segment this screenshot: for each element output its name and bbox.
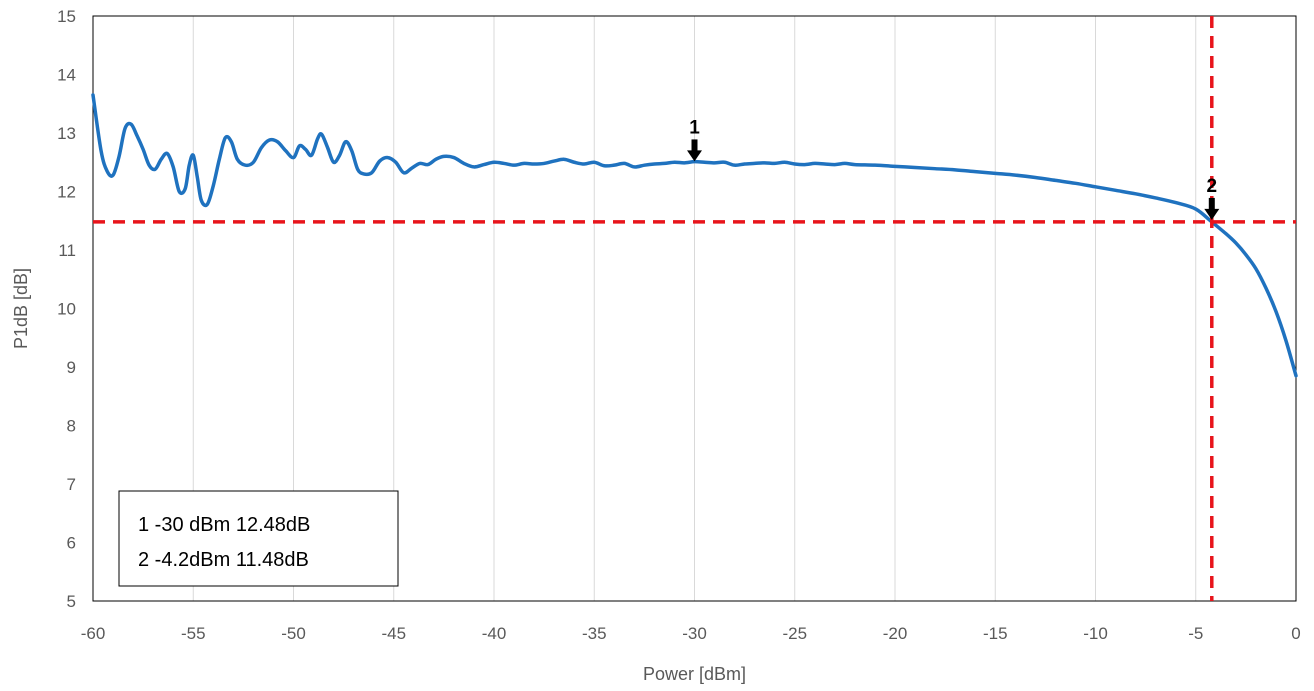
marker-label: 2 [1207, 176, 1218, 197]
y-tick-label: 7 [67, 475, 76, 494]
marker-arrow-shaft [691, 139, 698, 152]
marker-arrow-head [687, 150, 702, 162]
x-axis-title: Power [dBm] [643, 664, 746, 684]
marker-info-line-1: 1 -30 dBm 12.48dB [138, 514, 310, 536]
x-tick-label: -45 [381, 624, 406, 643]
y-tick-labels: 5 6 7 8 9 10 11 12 13 14 15 [57, 7, 76, 611]
marker-arrow-shaft [1208, 197, 1215, 210]
x-tick-label: -25 [782, 624, 807, 643]
x-tick-label: -30 [682, 624, 707, 643]
y-tick-label: 5 [67, 592, 76, 611]
x-tick-label: -50 [281, 624, 306, 643]
marker-info-line-2: 2 -4.2dBm 11.48dB [138, 549, 309, 571]
x-tick-label: -35 [582, 624, 607, 643]
y-tick-label: 9 [67, 358, 76, 377]
x-tick-label: -60 [81, 624, 106, 643]
y-tick-label: 8 [67, 417, 76, 436]
p1db-series-line [91, 93, 1298, 378]
marker-1: 1 [687, 117, 702, 162]
y-tick-label: 11 [58, 241, 76, 260]
x-tick-label: -20 [883, 624, 908, 643]
marker-label: 1 [689, 117, 700, 138]
y-tick-label: 15 [57, 7, 76, 26]
y-tick-label: 12 [57, 183, 76, 202]
marker-info-box: 1 -30 dBm 12.48dB 2 -4.2dBm 11.48dB [118, 490, 399, 587]
markers: 12 [687, 117, 1220, 220]
y-axis-title: P1dB [dB] [11, 268, 31, 349]
x-tick-label: -40 [482, 624, 507, 643]
x-tick-label: 0 [1291, 624, 1300, 643]
x-tick-label: -5 [1188, 624, 1203, 643]
y-tick-label: 10 [57, 300, 76, 319]
plot-frame [92, 15, 1297, 602]
marker-info-frame [118, 490, 399, 587]
marker-2: 2 [1204, 176, 1220, 220]
x-tick-label: -15 [983, 624, 1008, 643]
x-tick-label: -55 [181, 624, 206, 643]
marker-arrow-head [1204, 208, 1220, 220]
y-tick-label: 6 [67, 534, 76, 553]
y-tick-label: 13 [57, 124, 76, 143]
x-tick-labels: -60 -55 -50 -45 -40 -35 -30 -25 -20 -15 -10 -5 0 [81, 624, 1301, 643]
y-tick-label: 14 [57, 66, 76, 85]
x-tick-label: -10 [1083, 624, 1108, 643]
